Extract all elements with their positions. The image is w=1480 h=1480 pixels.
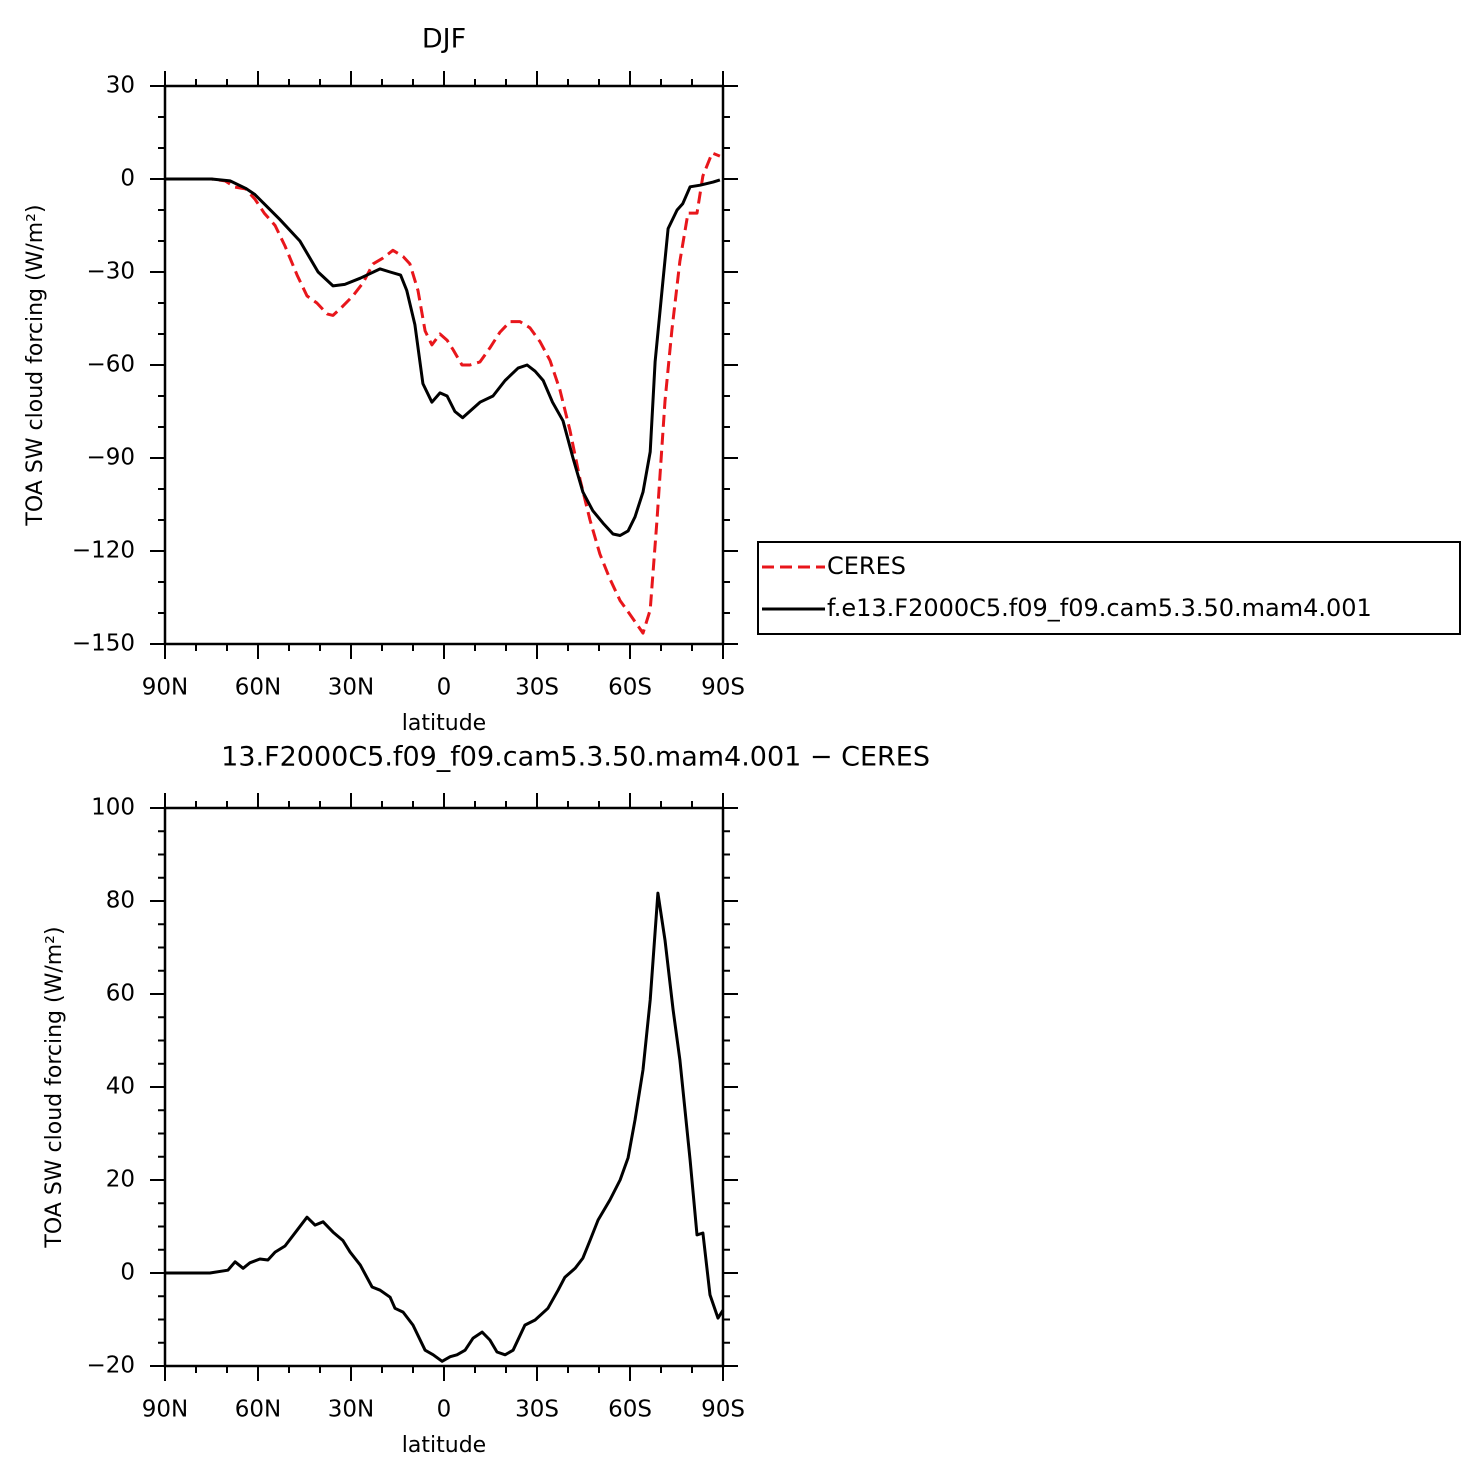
x-tick-label: 60S	[608, 675, 652, 701]
data-line	[165, 177, 721, 537]
x-tick-label: 30S	[515, 1397, 559, 1423]
x-axis-label: latitude	[402, 1433, 486, 1458]
y-tick-label: 30	[106, 73, 135, 99]
y-tick-label: 0	[120, 1260, 135, 1286]
y-tick-label: −20	[86, 1353, 135, 1379]
x-tick-label: 30S	[515, 675, 559, 701]
y-tick-label: −90	[86, 445, 135, 471]
y-tick-label: 80	[106, 888, 135, 914]
plot-frame	[163, 806, 725, 1368]
y-tick-label: 100	[91, 795, 135, 821]
plot-frame	[163, 84, 725, 646]
x-axis-label: latitude	[402, 711, 486, 736]
chart-title: 13.F2000C5.f09_f09.cam5.3.50.mam4.001 − …	[221, 742, 930, 773]
legend-box	[757, 541, 1461, 635]
chart-title: DJF	[422, 24, 466, 55]
x-tick-label: 60S	[608, 1397, 652, 1423]
y-tick-label: −120	[72, 538, 135, 564]
x-tick-label: 60N	[235, 675, 281, 701]
x-tick-label: 60N	[235, 1397, 281, 1423]
y-tick-label: 40	[106, 1074, 135, 1100]
x-tick-label: 30N	[328, 1397, 374, 1423]
data-line	[165, 151, 721, 635]
x-tick-label: 90N	[142, 675, 188, 701]
y-tick-label: 0	[120, 166, 135, 192]
x-tick-label: 90S	[701, 675, 745, 701]
x-tick-label: 90N	[142, 1397, 188, 1423]
x-tick-label: 0	[437, 1397, 452, 1423]
x-tick-label: 0	[437, 675, 452, 701]
y-tick-label: 20	[106, 1167, 135, 1193]
y-tick-label: −150	[72, 631, 135, 657]
legend-label: CERES	[827, 552, 906, 580]
x-tick-label: 30N	[328, 675, 374, 701]
data-line	[165, 891, 725, 1363]
y-axis-label: TOA SW cloud forcing (W/m²)	[42, 926, 67, 1248]
legend-label: f.e13.F2000C5.f09_f09.cam5.3.50.mam4.001	[827, 594, 1372, 622]
y-tick-label: −60	[86, 352, 135, 378]
y-tick-label: 60	[106, 981, 135, 1007]
x-tick-label: 90S	[701, 1397, 745, 1423]
y-axis-label: TOA SW cloud forcing (W/m²)	[23, 204, 48, 526]
y-tick-label: −30	[86, 259, 135, 285]
